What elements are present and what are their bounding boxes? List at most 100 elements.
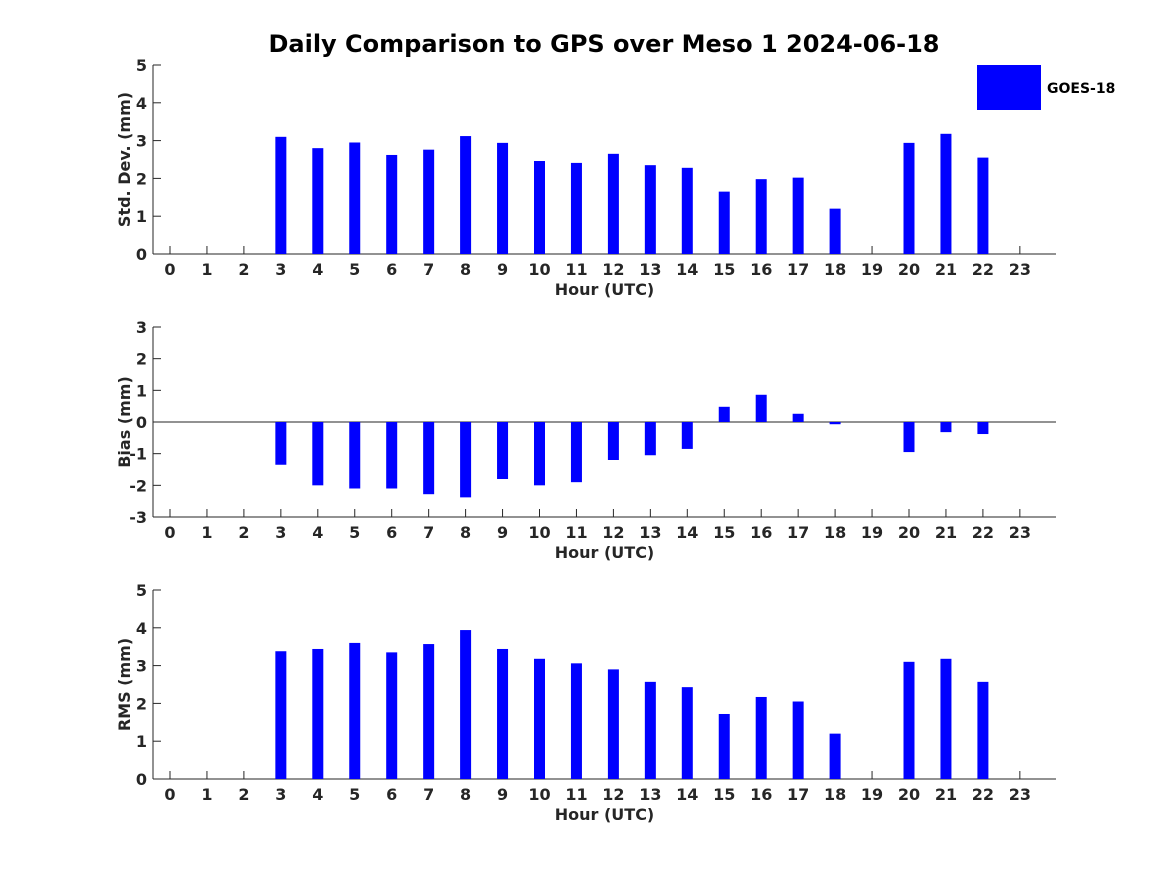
x-tick-label: 2 — [238, 260, 249, 279]
bar-bias-hour-22 — [977, 422, 989, 435]
bar-rms-hour-22 — [977, 681, 989, 779]
x-tick-label: 3 — [275, 260, 286, 279]
x-tick-label: 23 — [1009, 260, 1031, 279]
x-tick-label: 9 — [497, 523, 508, 542]
x-tick-label: 0 — [164, 523, 175, 542]
y-tick-label: -3 — [129, 508, 147, 527]
y-tick-label: 1 — [136, 732, 147, 751]
x-tick-label: 16 — [750, 785, 772, 804]
x-tick-label: 0 — [164, 785, 175, 804]
x-tick-label: 14 — [676, 260, 698, 279]
bar-std-hour-3 — [275, 136, 287, 254]
y-axis-label: Bias (mm) — [115, 376, 134, 468]
bar-bias-hour-12 — [607, 422, 619, 460]
x-tick-label: 1 — [201, 523, 212, 542]
x-tick-label: 17 — [787, 785, 809, 804]
x-tick-label: 18 — [824, 260, 846, 279]
bar-rms-hour-4 — [312, 648, 324, 779]
bar-rms-hour-3 — [275, 651, 287, 779]
bar-std-hour-20 — [903, 142, 915, 254]
bar-std-hour-13 — [644, 165, 656, 254]
bar-std-hour-6 — [386, 154, 398, 254]
bar-bias-hour-6 — [386, 422, 398, 489]
x-tick-label: 15 — [713, 523, 735, 542]
bar-rms-hour-6 — [386, 652, 398, 779]
y-tick-label: 2 — [136, 350, 147, 369]
bar-bias-hour-17 — [792, 413, 804, 422]
x-tick-label: 7 — [423, 785, 434, 804]
x-tick-label: 19 — [861, 260, 883, 279]
x-tick-label: 18 — [824, 523, 846, 542]
bar-rms-hour-8 — [460, 630, 472, 779]
x-tick-label: 13 — [639, 785, 661, 804]
bar-std-hour-21 — [940, 133, 952, 254]
x-tick-label: 6 — [386, 785, 397, 804]
bar-std-hour-4 — [312, 148, 324, 254]
x-tick-label: 8 — [460, 785, 471, 804]
x-tick-label: 17 — [787, 523, 809, 542]
bar-bias-hour-20 — [903, 422, 915, 453]
x-tick-label: 10 — [528, 523, 550, 542]
y-tick-label: 0 — [136, 413, 147, 432]
x-tick-label: 16 — [750, 260, 772, 279]
x-tick-label: 11 — [565, 523, 587, 542]
x-tick-label: 13 — [639, 260, 661, 279]
y-tick-label: 2 — [136, 694, 147, 713]
x-tick-label: 13 — [639, 523, 661, 542]
bar-std-hour-9 — [497, 142, 509, 254]
x-tick-label: 20 — [898, 523, 920, 542]
y-tick-label: 3 — [136, 657, 147, 676]
bar-bias-hour-3 — [275, 422, 287, 465]
x-tick-label: 5 — [349, 260, 360, 279]
bar-std-hour-12 — [607, 153, 619, 254]
bar-bias-hour-13 — [644, 422, 656, 456]
x-tick-label: 5 — [349, 523, 360, 542]
bar-std-hour-8 — [460, 136, 472, 254]
y-tick-label: 3 — [136, 318, 147, 337]
x-tick-label: 20 — [898, 260, 920, 279]
bar-bias-hour-5 — [349, 422, 361, 489]
x-tick-label: 11 — [565, 260, 587, 279]
y-tick-label: 0 — [136, 770, 147, 789]
bar-rms-hour-18 — [829, 733, 841, 779]
x-tick-label: 12 — [602, 785, 624, 804]
x-tick-label: 8 — [460, 523, 471, 542]
x-tick-label: 1 — [201, 785, 212, 804]
legend-label-goes-18: GOES-18 — [1047, 81, 1115, 97]
x-tick-label: 3 — [275, 785, 286, 804]
chart-title: Daily Comparison to GPS over Meso 1 2024… — [268, 30, 939, 58]
bar-bias-hour-15 — [718, 406, 730, 422]
bar-bias-hour-18 — [829, 422, 841, 425]
y-tick-label: 3 — [136, 132, 147, 151]
legend-swatch-goes-18 — [977, 65, 1041, 110]
bar-rms-hour-10 — [534, 658, 545, 779]
bar-rms-hour-14 — [681, 687, 693, 779]
y-tick-label: 5 — [136, 581, 147, 600]
legend: GOES-18 — [977, 65, 1115, 110]
y-axis-label: Std. Dev. (mm) — [115, 92, 134, 227]
x-tick-label: 5 — [349, 785, 360, 804]
x-tick-label: 23 — [1009, 523, 1031, 542]
x-tick-label: 6 — [386, 260, 397, 279]
x-tick-label: 22 — [972, 260, 994, 279]
bar-std-hour-17 — [792, 177, 804, 254]
bar-bias-hour-9 — [497, 422, 509, 479]
bar-rms-hour-11 — [570, 663, 582, 779]
x-tick-label: 14 — [676, 785, 698, 804]
bar-rms-hour-13 — [644, 681, 656, 779]
y-axis-label: RMS (mm) — [115, 638, 134, 731]
bar-bias-hour-11 — [570, 422, 582, 483]
bar-std-hour-18 — [829, 208, 841, 254]
x-tick-label: 8 — [460, 260, 471, 279]
bar-rms-hour-21 — [940, 658, 952, 779]
x-tick-label: 3 — [275, 523, 286, 542]
bar-rms-hour-15 — [718, 713, 730, 779]
x-tick-label: 15 — [713, 260, 735, 279]
x-tick-label: 21 — [935, 523, 957, 542]
x-tick-label: 15 — [713, 785, 735, 804]
y-tick-label: 5 — [136, 56, 147, 75]
bar-bias-hour-8 — [460, 422, 472, 498]
